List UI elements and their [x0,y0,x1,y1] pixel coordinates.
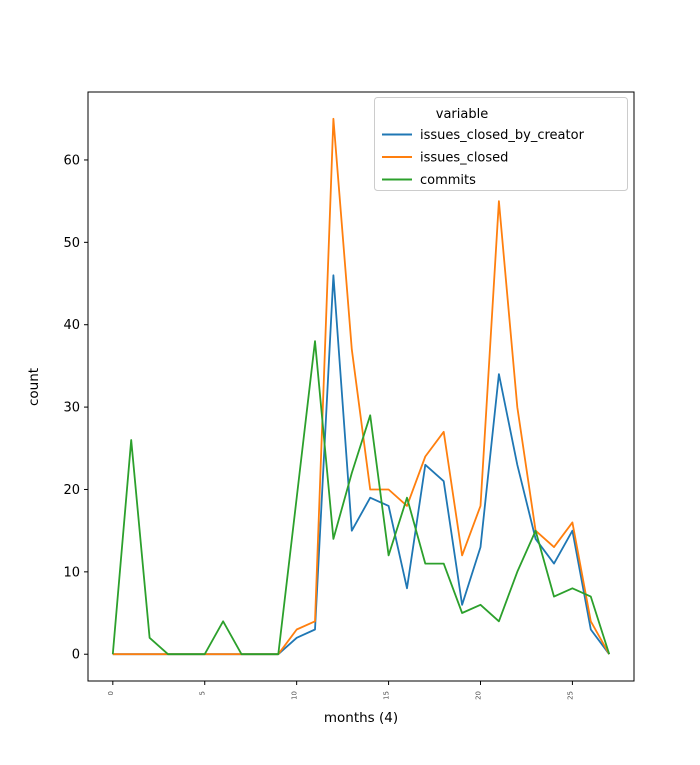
y-tick-label: 40 [63,318,80,333]
legend-box [374,97,628,191]
y-tick-label: 50 [63,236,80,251]
x-tick-label: 10 [291,691,299,700]
legend-title: variable [436,107,488,122]
x-tick-label: 15 [383,691,391,700]
x-axis-ticks: 0 5 10 15 20 25 [107,681,574,700]
y-axis-ticks: 0 10 20 30 40 50 60 [63,153,88,663]
x-tick-label: 20 [474,691,482,700]
x-tick-label: 25 [566,691,574,700]
series-line-issues_closed_by_creator [112,274,610,656]
y-tick-label: 20 [63,483,80,498]
series-line-issues_closed [112,117,610,656]
legend-label-issues_closed: issues_closed [420,151,508,166]
x-axis-label: months (4) [324,710,398,726]
y-tick-label: 30 [63,401,80,416]
series-lines [111,117,611,656]
legend-entries: issues_closed_by_creator issues_closedcom… [382,128,585,188]
plot-border [87,91,635,682]
legend-label-issues_closed_by_creator: issues_closed_by_creator [420,128,585,143]
y-tick-label: 10 [63,565,80,580]
legend: variable issues_closed_by_creatorissues_… [374,97,628,191]
y-axis-label: count [26,368,42,406]
y-tick-label: 0 [72,648,80,663]
x-tick-label: 0 [107,691,115,695]
x-tick-label: 5 [199,691,207,695]
series-line-commits [111,340,611,656]
legend-label-commits: commits [420,173,476,188]
y-tick-label: 60 [63,153,80,168]
